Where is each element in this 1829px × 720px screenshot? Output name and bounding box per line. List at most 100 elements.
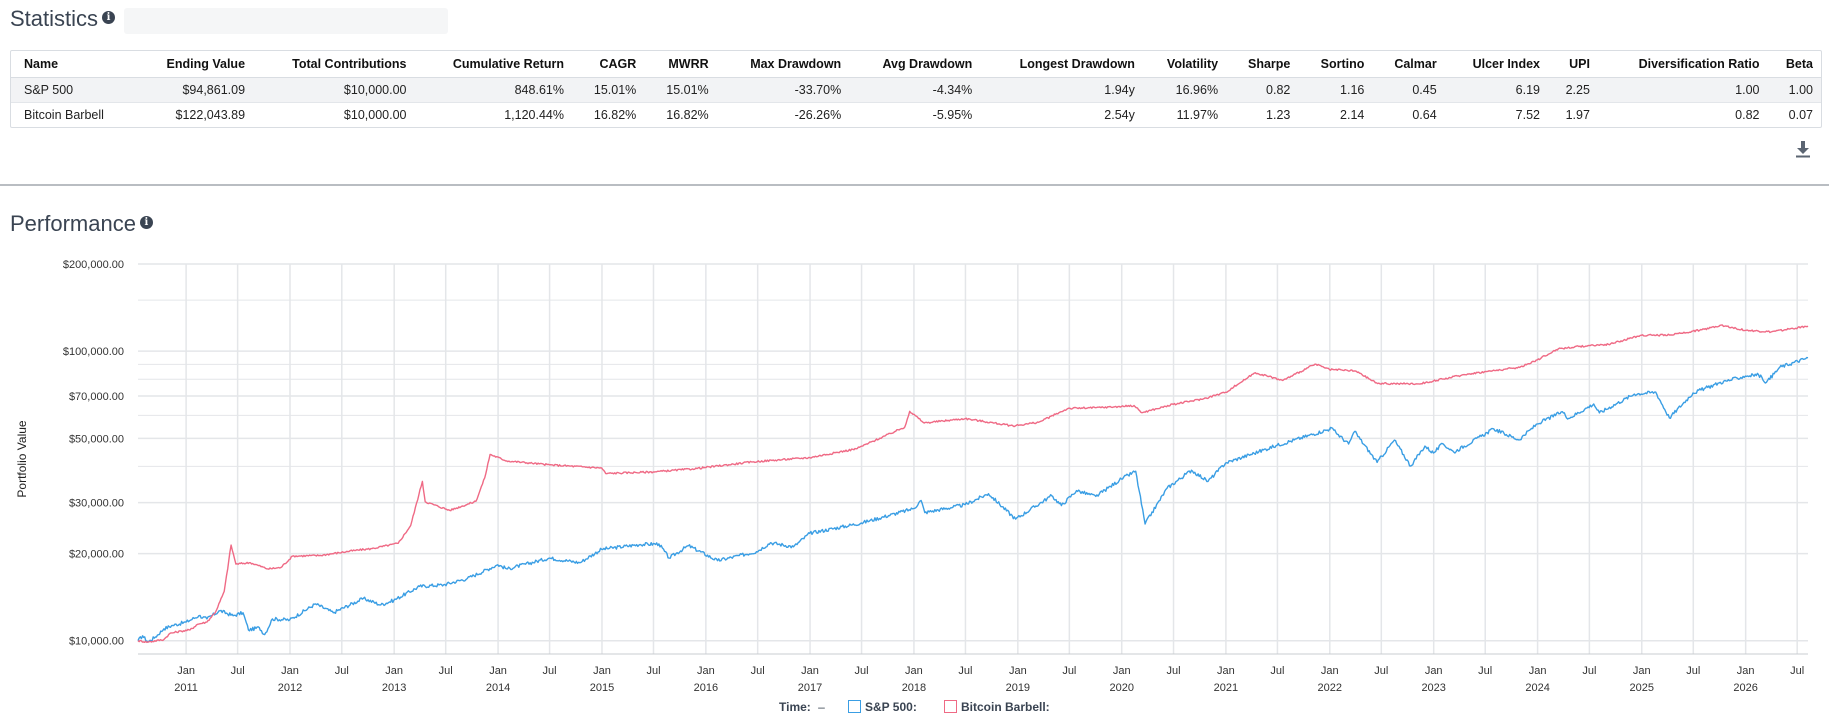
column-header[interactable]: Sharpe: [1226, 51, 1299, 78]
table-cell: 848.61%: [414, 77, 572, 103]
table-row: S&P 500 $94,861.09 $10,000.00 848.61% 15.01%…: [11, 77, 1821, 103]
x-tick-label: Jul: [1062, 665, 1076, 677]
x-tick-label: Jan: [1009, 665, 1027, 677]
column-header[interactable]: Ulcer Index: [1444, 51, 1548, 78]
y-tick-label: $50,000.00: [69, 433, 124, 445]
performance-chart: $10,000.00 $20,000.00 $30,000.00 $50,000.00…: [15, 259, 1809, 694]
table-cell: 0.82: [1226, 77, 1299, 103]
x-tick-label: Jan: [593, 665, 611, 677]
statistics-hint-box: [124, 8, 448, 34]
x-tick-year-label: 2012: [278, 682, 302, 694]
x-tick-year-label: 2015: [590, 682, 614, 694]
x-tick-year-label: 2024: [1525, 682, 1549, 694]
column-header[interactable]: UPI: [1547, 51, 1598, 78]
x-tick-label: Jul: [751, 665, 765, 677]
x-tick-label: Jul: [1374, 665, 1388, 677]
series-line-sp500: [137, 356, 1809, 643]
x-tick-label: Jul: [231, 665, 245, 677]
column-header[interactable]: Ending Value: [135, 51, 254, 78]
x-tick-label: Jan: [385, 665, 403, 677]
x-tick-label: Jul: [855, 665, 869, 677]
performance-title-text: Performance: [10, 211, 136, 236]
table-cell: 0.82: [1735, 108, 1760, 122]
table-cell: 0.07: [1788, 108, 1813, 122]
x-tick-label: Jul: [1166, 665, 1180, 677]
x-tick-label: Jan: [697, 665, 715, 677]
x-tick-label: Jan: [489, 665, 507, 677]
column-header[interactable]: Name: [11, 51, 136, 78]
column-header[interactable]: Avg Drawdown: [849, 51, 981, 78]
x-tick-label: Jan: [1425, 665, 1443, 677]
legend-time: Time: –: [779, 700, 825, 714]
table-cell: 1.94y: [980, 77, 1143, 103]
table-cell: 0.45: [1372, 77, 1445, 103]
legend-item-sp500[interactable]: S&P 500:: [848, 700, 917, 714]
legend-time-value: –: [818, 700, 825, 714]
x-tick-label: Jan: [1217, 665, 1235, 677]
x-tick-label: Jan: [1633, 665, 1651, 677]
table-cell: 0.64: [1412, 108, 1437, 122]
legend-item-bitcoin-barbell[interactable]: Bitcoin Barbell:: [944, 700, 1050, 714]
y-tick-label: $70,000.00: [69, 391, 124, 403]
download-icon[interactable]: [1795, 140, 1811, 158]
column-header[interactable]: Calmar: [1372, 51, 1445, 78]
x-tick-year-label: 2017: [798, 682, 822, 694]
column-header[interactable]: Diversification Ratio: [1597, 51, 1768, 78]
table-cell: 1.16: [1298, 77, 1373, 103]
table-cell: -26.26%: [794, 108, 842, 122]
x-tick-year-label: 2018: [902, 682, 926, 694]
column-header[interactable]: Cumulative Return: [414, 51, 572, 78]
table-cell: 1.23: [1266, 108, 1291, 122]
table-cell: S&P 500: [11, 77, 136, 103]
y-tick-label: $30,000.00: [69, 498, 124, 510]
x-tick-year-label: 2016: [694, 682, 718, 694]
table-cell: 16.82%: [593, 108, 637, 122]
column-header[interactable]: Max Drawdown: [716, 51, 850, 78]
table-cell: 11.97%: [1176, 108, 1219, 122]
column-header[interactable]: Total Contributions: [253, 51, 415, 78]
x-tick-label: Jan: [177, 665, 195, 677]
statistics-title-text: Statistics: [10, 6, 99, 31]
x-tick-year-label: 2020: [1109, 682, 1133, 694]
legend-label-bitcoin-barbell: Bitcoin Barbell:: [961, 700, 1050, 714]
table-cell: -4.34%: [849, 77, 981, 103]
statistics-table: Name Ending Value Total Contributions Cumul…: [11, 51, 1821, 127]
x-tick-year-label: 2022: [1318, 682, 1342, 694]
x-tick-label: Jul: [1270, 665, 1284, 677]
x-tick-label: Jul: [1582, 665, 1596, 677]
x-tick-label: Jul: [646, 665, 660, 677]
x-tick-year-label: 2011: [174, 682, 198, 694]
column-header[interactable]: Beta: [1767, 51, 1821, 78]
y-tick-label: $100,000.00: [63, 346, 124, 358]
x-tick-label: Jan: [1113, 665, 1131, 677]
x-tick-label: Jul: [335, 665, 349, 677]
table-cell: 1,120.44%: [504, 108, 564, 122]
x-tick-label: Jan: [1321, 665, 1339, 677]
info-icon[interactable]: i: [102, 10, 116, 24]
column-header[interactable]: MWRR: [644, 51, 717, 78]
y-tick-label: $10,000.00: [69, 636, 124, 648]
table-cell: $10,000.00: [253, 77, 415, 103]
column-header[interactable]: Sortino: [1298, 51, 1373, 78]
x-tick-label: Jul: [439, 665, 453, 677]
table-cell: 2.25: [1547, 77, 1598, 103]
table-cell: $10,000.00: [343, 108, 407, 122]
table-cell: 2.14: [1340, 108, 1365, 122]
info-icon[interactable]: i: [139, 215, 153, 229]
legend-swatch-sp500: [848, 700, 861, 713]
x-tick-year-label: 2014: [486, 682, 510, 694]
y-tick-label: $20,000.00: [69, 549, 124, 561]
column-header[interactable]: Volatility: [1142, 51, 1227, 78]
y-axis-label: Portfolio Value: [15, 420, 29, 497]
statistics-table-container: Name Ending Value Total Contributions Cumul…: [10, 50, 1822, 128]
table-cell: -5.95%: [932, 108, 973, 122]
column-header[interactable]: Longest Drawdown: [980, 51, 1143, 78]
x-tick-year-label: 2013: [382, 682, 406, 694]
table-cell: 15.01%: [571, 77, 645, 103]
table-cell: 15.01%: [644, 77, 717, 103]
table-cell: 2.54y: [1104, 108, 1135, 122]
column-header[interactable]: CAGR: [571, 51, 645, 78]
x-tick-year-label: 2026: [1733, 682, 1757, 694]
x-tick-label: Jul: [1790, 665, 1804, 677]
series-line-bitcoin-barbell: [137, 324, 1809, 644]
